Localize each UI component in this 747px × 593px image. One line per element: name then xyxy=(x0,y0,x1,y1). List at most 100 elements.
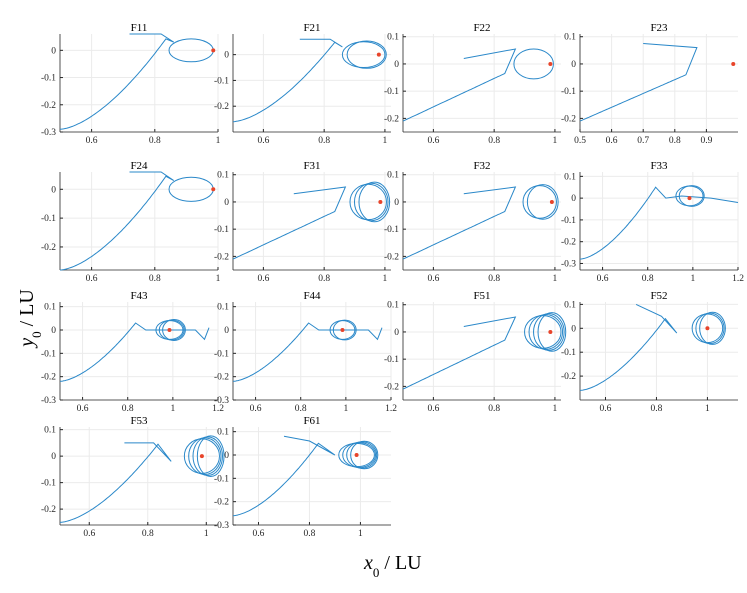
subplot-title: F22 xyxy=(473,22,490,34)
y-tick-label: 0 xyxy=(571,324,576,334)
y-tick-label: 0.1 xyxy=(217,428,229,438)
x-tick-label: 0.6 xyxy=(427,136,439,146)
x-tick-label: 0.6 xyxy=(606,136,618,146)
y-tick-label: 0.1 xyxy=(387,301,399,311)
y-tick-label: -0.1 xyxy=(214,349,229,359)
x-tick-label: 1 xyxy=(343,404,348,414)
x-tick-label: 0.8 xyxy=(149,274,161,284)
x-tick-label: 0.8 xyxy=(318,136,330,146)
x-tick-label: 0.8 xyxy=(488,136,500,146)
y-tick-label: -0.2 xyxy=(41,505,56,515)
y-tick-label: 0 xyxy=(394,198,399,208)
subplot-title: F44 xyxy=(303,290,321,302)
x-tick-label: 1.2 xyxy=(385,404,397,414)
x-tick-label: 0.8 xyxy=(304,529,316,539)
y-tick-label: 0 xyxy=(394,60,399,70)
y-tick-label: -0.1 xyxy=(214,225,229,235)
equilibrium-point xyxy=(549,199,554,204)
x-tick-label: 0.6 xyxy=(427,274,439,284)
subplot-f51: F51 0.6 0.8 1 -0.2 -0.1 0 0.1 xyxy=(384,290,567,414)
equilibrium-point xyxy=(211,48,216,53)
subplot-f43: F43 0.6 0.8 1 1.2 -0.3 -0.2 -0.1 0 0.1 xyxy=(41,290,224,414)
equilibrium-point xyxy=(167,328,172,332)
y-tick-label: -0.2 xyxy=(384,114,399,124)
trajectory-line xyxy=(232,186,347,260)
x-tick-label: 0.8 xyxy=(669,136,681,146)
x-tick-label: 1 xyxy=(553,404,558,414)
y-tick-label: 0 xyxy=(224,326,229,336)
trajectory-line xyxy=(402,316,517,390)
equilibrium-point xyxy=(340,328,345,332)
subplot-f22: F22 0.6 0.8 1 -0.2 -0.1 0 0.1 xyxy=(384,22,561,146)
x-tick-label: 1.2 xyxy=(212,404,224,414)
x-tick-label: 1 xyxy=(553,274,558,284)
orbit-loop xyxy=(350,440,379,470)
subplot-title: F11 xyxy=(131,22,148,34)
y-tick-label: 0.1 xyxy=(387,33,399,43)
x-tick-label: 1.2 xyxy=(732,274,744,284)
equilibrium-point xyxy=(548,61,553,66)
y-tick-label: 0 xyxy=(394,328,399,338)
x-tick-label: 0.8 xyxy=(295,404,307,414)
equilibrium-point xyxy=(199,454,204,459)
subplot-f24: F24 0.6 0.8 1 -0.2 -0.1 0 xyxy=(41,160,221,284)
y-tick-label: -0.1 xyxy=(41,479,56,489)
orbit-loop xyxy=(332,319,357,341)
trajectory-line xyxy=(232,322,383,382)
y-tick-label: -0.2 xyxy=(561,238,576,248)
subplot-grid: F11 0.6 0.8 1 -0.3 -0.2 -0.1 0 F21 0.6 0.8 1 -0.2 -0.… xyxy=(41,22,744,539)
y-tick-label: -0.3 xyxy=(214,521,229,531)
y-tick-label: 0.1 xyxy=(44,303,56,313)
trajectory-line xyxy=(232,435,336,517)
orbit-loop xyxy=(358,181,391,223)
orbit-loop xyxy=(341,41,386,69)
x-tick-label: 0.6 xyxy=(597,274,609,284)
y-tick-label: -0.1 xyxy=(384,355,399,365)
x-tick-label: 1 xyxy=(705,404,710,414)
x-tick-label: 0.6 xyxy=(257,274,269,284)
orbit-loop xyxy=(699,311,726,345)
y-tick-label: 0 xyxy=(224,51,229,61)
x-tick-label: 0.8 xyxy=(642,274,654,284)
y-tick-label: -0.1 xyxy=(214,76,229,86)
orbit-loop xyxy=(353,182,389,222)
y-tick-label: 0 xyxy=(51,326,56,336)
y-tick-label: -0.2 xyxy=(384,382,399,392)
subplot-title: F61 xyxy=(303,415,320,427)
y-tick-label: 0.1 xyxy=(44,426,56,436)
x-tick-label: 0.6 xyxy=(250,404,262,414)
x-tick-label: 0.6 xyxy=(427,404,439,414)
y-tick-label: 0 xyxy=(51,46,56,56)
y-tick-label: 0.1 xyxy=(564,33,576,43)
subplot-f21: F21 0.6 0.8 1 -0.2 -0.1 0 xyxy=(214,22,391,146)
equilibrium-point xyxy=(731,61,736,66)
orbit-loop xyxy=(196,435,225,477)
subplot-f33: F33 0.6 0.8 1 1.2 -0.3 -0.2 -0.1 0 0.1 xyxy=(561,160,744,284)
x-tick-label: 0.8 xyxy=(149,136,161,146)
y-tick-label: -0.1 xyxy=(41,214,56,224)
y-tick-label: -0.1 xyxy=(384,225,399,235)
y-tick-label: 0 xyxy=(51,452,56,462)
orbit-loop xyxy=(162,319,186,341)
x-tick-label: 0.6 xyxy=(83,529,95,539)
y-tick-label: -0.2 xyxy=(214,102,229,112)
x-tick-label: 0.6 xyxy=(253,529,265,539)
y-tick-label: -0.3 xyxy=(41,128,56,138)
x-tick-label: 0.8 xyxy=(488,404,500,414)
subplot-title: F43 xyxy=(130,290,148,302)
subplot-title: F21 xyxy=(303,22,320,34)
trajectory-line xyxy=(579,43,698,122)
subplot-f53: F53 0.6 0.8 1 -0.2 -0.1 0 0.1 xyxy=(41,415,225,539)
x-tick-label: 0.6 xyxy=(86,136,98,146)
y-tick-label: -0.1 xyxy=(41,74,56,84)
trajectory-line xyxy=(402,186,517,260)
y-tick-label: -0.1 xyxy=(561,216,576,226)
y-tick-label: 0 xyxy=(51,185,56,195)
y-tick-label: 0 xyxy=(224,451,229,461)
x-tick-label: 1 xyxy=(204,529,209,539)
equilibrium-point xyxy=(687,196,692,201)
subplot-f11: F11 0.6 0.8 1 -0.3 -0.2 -0.1 0 xyxy=(41,22,221,146)
y-tick-label: 0 xyxy=(224,198,229,208)
trajectory-line xyxy=(59,322,210,382)
